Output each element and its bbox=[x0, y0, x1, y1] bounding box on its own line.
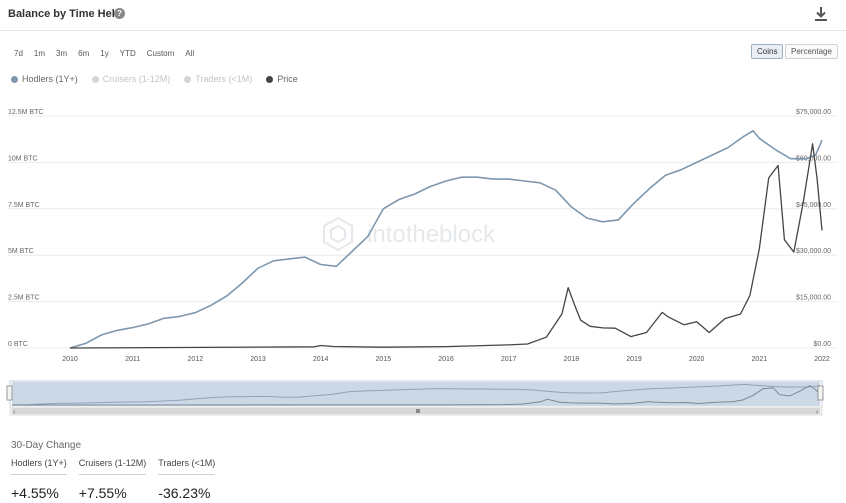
legend-label-cruisers: Cruisers (1-12M) bbox=[102, 74, 171, 84]
change-cruisers-label: Cruisers (1-12M) bbox=[78, 458, 147, 475]
range-1m[interactable]: 1m bbox=[33, 49, 46, 58]
change-traders: Traders (<1M) -36.23% bbox=[158, 458, 216, 501]
x-tick-label: 2021 bbox=[752, 356, 768, 362]
change-traders-value: -36.23% bbox=[158, 485, 211, 501]
y-right-tick-label: $15,000.00 bbox=[796, 295, 831, 302]
legend-dot-cruisers bbox=[91, 75, 99, 83]
navigator-left-handle[interactable] bbox=[6, 385, 13, 401]
navigator-series-line bbox=[11, 383, 821, 406]
range-7d[interactable]: 7d bbox=[14, 49, 23, 58]
y-right-tick-label: $30,000.00 bbox=[796, 248, 831, 255]
change-traders-label: Traders (<1M) bbox=[158, 458, 216, 475]
x-tick-label: 2022 bbox=[814, 356, 830, 362]
legend-item-price[interactable]: Price bbox=[266, 74, 298, 84]
scroll-left-arrow[interactable]: ‹ bbox=[13, 409, 16, 416]
y-left-tick-label: 2.5M BTC bbox=[8, 295, 40, 302]
range-navigator[interactable]: ‹ › bbox=[0, 378, 846, 418]
range-3m[interactable]: 3m bbox=[56, 49, 68, 58]
x-tick-label: 2019 bbox=[626, 356, 642, 362]
y-left-tick-label: 10M BTC bbox=[8, 155, 38, 162]
range-all[interactable]: All bbox=[185, 49, 195, 58]
y-right-tick-label: $60,000.00 bbox=[796, 155, 831, 162]
legend-dot-price bbox=[266, 75, 274, 83]
x-tick-label: 2018 bbox=[564, 356, 580, 362]
x-tick-label: 2016 bbox=[438, 356, 454, 362]
x-tick-label: 2017 bbox=[501, 356, 517, 362]
y-left-tick-label: 12.5M BTC bbox=[8, 109, 43, 116]
navigator-grip-icon[interactable] bbox=[416, 409, 420, 413]
help-icon[interactable]: ? bbox=[114, 8, 125, 19]
chart-title: Balance by Time Held bbox=[8, 8, 122, 20]
header: Balance by Time Held ? bbox=[0, 0, 846, 31]
x-tick-label: 2012 bbox=[188, 356, 204, 362]
x-tick-label: 2020 bbox=[689, 356, 705, 362]
range-1y[interactable]: 1y bbox=[100, 49, 109, 58]
watermark-text: intotheblock bbox=[367, 221, 496, 248]
watermark: intotheblock bbox=[323, 216, 496, 252]
change-hodlers-value: +4.55% bbox=[11, 485, 59, 501]
y-right-tick-label: $0.00 bbox=[813, 341, 831, 348]
legend: Hodlers (1Y+) Cruisers (1-12M) Traders (… bbox=[11, 74, 298, 84]
x-tick-label: 2014 bbox=[313, 356, 329, 362]
legend-dot-hodlers bbox=[11, 75, 18, 83]
legend-item-traders[interactable]: Traders (<1M) bbox=[184, 74, 252, 84]
change-hodlers: Hodlers (1Y+) +4.55% bbox=[11, 458, 67, 501]
percentage-toggle[interactable]: Percentage bbox=[785, 44, 838, 59]
change-hodlers-label: Hodlers (1Y+) bbox=[11, 458, 67, 475]
y-right-tick-label: $45,000.00 bbox=[796, 202, 831, 209]
y-left-tick-label: 5M BTC bbox=[8, 248, 34, 255]
coins-toggle[interactable]: Coins bbox=[751, 44, 784, 59]
legend-dot-traders bbox=[184, 75, 192, 83]
range-ytd[interactable]: YTD bbox=[119, 49, 136, 58]
y-right-tick-label: $75,000.00 bbox=[796, 109, 831, 116]
legend-item-hodlers[interactable]: Hodlers (1Y+) bbox=[11, 74, 78, 84]
change-summary: Hodlers (1Y+) +4.55% Cruisers (1-12M) +7… bbox=[11, 458, 216, 501]
change-title: 30-Day Change bbox=[11, 440, 82, 451]
legend-label-traders: Traders (<1M) bbox=[195, 74, 253, 84]
y-left-tick-label: 7.5M BTC bbox=[8, 202, 40, 209]
change-cruisers: Cruisers (1-12M) +7.55% bbox=[78, 458, 147, 501]
price-series-line[interactable] bbox=[69, 143, 823, 349]
balance-chart[interactable]: intotheblock 0 BTC $0.00 2.5M BTC $15,000.0… bbox=[0, 100, 846, 362]
legend-label-hodlers: Hodlers (1Y+) bbox=[22, 74, 78, 84]
scroll-right-arrow[interactable]: › bbox=[816, 409, 819, 416]
navigator-right-handle[interactable] bbox=[817, 385, 824, 401]
range-custom[interactable]: Custom bbox=[146, 49, 175, 58]
y-left-tick-label: 0 BTC bbox=[8, 341, 28, 348]
change-cruisers-value: +7.55% bbox=[78, 485, 127, 501]
x-tick-label: 2013 bbox=[250, 356, 266, 362]
legend-label-price: Price bbox=[277, 74, 298, 84]
x-tick-label: 2015 bbox=[376, 356, 392, 362]
download-icon[interactable] bbox=[814, 6, 828, 22]
hodlers-series-line[interactable] bbox=[69, 129, 823, 349]
navigator-series-line bbox=[11, 385, 821, 406]
legend-item-cruisers[interactable]: Cruisers (1-12M) bbox=[91, 74, 171, 84]
x-tick-label: 2011 bbox=[125, 356, 140, 362]
range-selector: 7d 1m 3m 6m 1y YTD Custom All bbox=[10, 46, 198, 61]
range-6m[interactable]: 6m bbox=[78, 49, 90, 58]
x-tick-label: 2010 bbox=[62, 356, 78, 362]
